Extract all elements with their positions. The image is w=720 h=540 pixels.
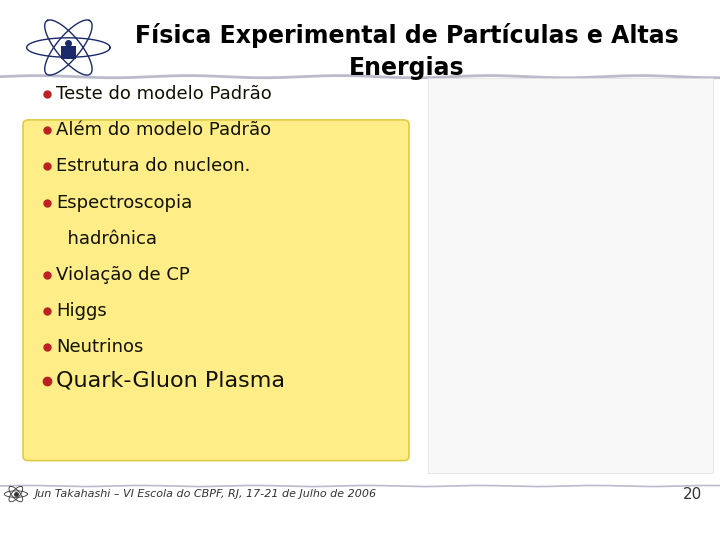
Text: Neutrinos: Neutrinos: [56, 338, 143, 356]
FancyBboxPatch shape: [23, 120, 409, 461]
Text: Energias: Energias: [349, 56, 464, 79]
Text: Higgs: Higgs: [56, 302, 107, 320]
Text: Quark-Gluon Plasma: Quark-Gluon Plasma: [56, 370, 285, 391]
Text: hadrônica: hadrônica: [56, 230, 157, 248]
Text: 20: 20: [683, 487, 702, 502]
Text: Jun Takahashi – VI Escola do CBPF, RJ, 17-21 de Julho de 2006: Jun Takahashi – VI Escola do CBPF, RJ, 1…: [35, 489, 377, 499]
FancyBboxPatch shape: [61, 46, 76, 59]
Text: Teste do modelo Padrão: Teste do modelo Padrão: [56, 85, 272, 103]
FancyBboxPatch shape: [428, 78, 713, 472]
Text: Estrutura do nucleon.: Estrutura do nucleon.: [56, 157, 251, 176]
Text: Física Experimental de Partículas e Altas: Física Experimental de Partículas e Alta…: [135, 23, 679, 48]
Text: Espectroscopia: Espectroscopia: [56, 193, 192, 212]
Text: Além do modelo Padrão: Além do modelo Padrão: [56, 121, 271, 139]
Text: Violação de CP: Violação de CP: [56, 266, 190, 284]
